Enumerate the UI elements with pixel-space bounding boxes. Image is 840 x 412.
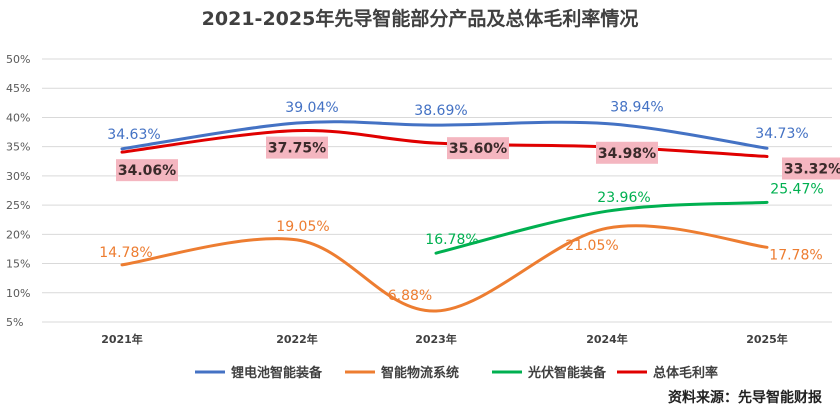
data-label: 21.05% xyxy=(565,238,618,254)
series-line-0 xyxy=(120,120,769,151)
x-tick-label: 2023年 xyxy=(415,332,457,346)
data-label: 34.73% xyxy=(755,126,808,142)
legend-label: 光伏智能装备 xyxy=(527,365,607,381)
data-label: 34.63% xyxy=(107,127,160,143)
series-lines xyxy=(120,120,769,313)
data-label: 17.78% xyxy=(769,247,822,263)
data-label: 23.96% xyxy=(597,190,650,206)
y-tick-label: 15% xyxy=(6,258,30,271)
y-tick-label: 5% xyxy=(6,316,23,329)
x-tick-label: 2021年 xyxy=(101,332,143,346)
data-label: 19.05% xyxy=(276,219,329,235)
y-tick-label: 25% xyxy=(6,199,30,212)
source-note: 资料来源：先导智能财报 xyxy=(668,389,822,406)
data-labels: 34.63% 39.04% 38.69% 38.94% 34.73% 14.78% 19.0… xyxy=(99,100,840,304)
data-label: 38.94% xyxy=(610,100,663,116)
data-label: 33.32% xyxy=(784,161,840,177)
series-line-3 xyxy=(120,128,769,158)
data-label: 16.78% xyxy=(425,232,478,248)
data-label: 37.75% xyxy=(268,141,326,157)
legend-label: 锂电池智能装备 xyxy=(231,365,323,381)
y-tick-label: 35% xyxy=(6,141,30,154)
series-line-2 xyxy=(434,200,769,255)
legend: 锂电池智能装备 智能物流系统 光伏智能装备 总体毛利率 xyxy=(195,365,718,381)
x-tick-label: 2022年 xyxy=(276,332,318,346)
series-line-1 xyxy=(120,224,769,313)
data-label: 6.88% xyxy=(388,288,432,304)
data-label: 34.06% xyxy=(118,163,176,179)
legend-label: 总体毛利率 xyxy=(653,365,718,381)
x-tick-label: 2024年 xyxy=(586,332,628,346)
y-tick-label: 40% xyxy=(6,111,30,124)
data-label: 34.98% xyxy=(598,146,656,162)
y-axis: 5% 10% 15% 20% 25% 30% 35% 40% 45% 50% xyxy=(6,53,30,329)
y-tick-label: 50% xyxy=(6,53,30,66)
data-label-bg xyxy=(596,141,658,164)
y-tick-label: 45% xyxy=(6,82,30,95)
x-axis: 2021年 2022年 2023年 2024年 2025年 xyxy=(101,332,788,346)
data-label-bg xyxy=(116,159,178,182)
data-label-bg xyxy=(447,137,509,160)
data-label: 14.78% xyxy=(99,245,152,261)
data-label: 25.47% xyxy=(770,181,823,197)
x-tick-label: 2025年 xyxy=(746,332,788,346)
data-label-bg xyxy=(782,157,840,180)
legend-label: 智能物流系统 xyxy=(381,365,459,381)
data-label: 39.04% xyxy=(285,100,338,116)
y-tick-label: 20% xyxy=(6,228,30,241)
data-label: 35.60% xyxy=(449,141,507,157)
y-tick-label: 10% xyxy=(6,287,30,300)
data-label: 38.69% xyxy=(414,103,467,119)
chart-title: 2021-2025年先导智能部分产品及总体毛利率情况 xyxy=(202,7,639,30)
gridlines xyxy=(42,58,832,323)
y-tick-label: 30% xyxy=(6,170,30,183)
data-label-bg xyxy=(266,136,328,159)
